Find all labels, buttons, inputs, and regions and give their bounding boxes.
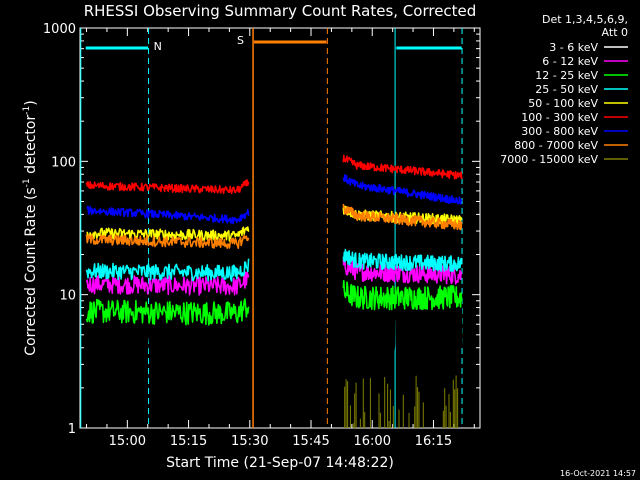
- legend-label: 50 - 100 keV: [528, 97, 598, 110]
- series-line: [342, 154, 463, 180]
- legend-label: 25 - 50 keV: [535, 83, 598, 96]
- series-8: [344, 375, 459, 428]
- series-5: [85, 154, 463, 195]
- series-line: [86, 205, 250, 225]
- series-7: [85, 203, 463, 249]
- x-tick-label: 15:45: [292, 434, 329, 449]
- y-tick-label: 10: [59, 289, 76, 304]
- legend-label: 3 - 6 keV: [549, 41, 598, 54]
- legend-label: 300 - 800 keV: [521, 125, 598, 138]
- series-line: [85, 258, 250, 282]
- y-tick-label: 100: [51, 155, 76, 170]
- legend-header: Det 1,3,4,5,6,9,: [542, 13, 628, 26]
- plot-area: 1 10 100 1000 15:00 15:15 15:30 15:45 16:00 16:15…: [43, 22, 481, 449]
- series-3: [85, 248, 463, 282]
- chart-title: RHESSI Observing Summary Count Rates, Co…: [84, 2, 477, 20]
- series-line: [85, 271, 250, 296]
- legend-header-attenuator: Att 0: [602, 26, 628, 39]
- series-line: [85, 300, 250, 362]
- series-2: [85, 280, 463, 326]
- saa-marker-label: S: [237, 34, 244, 47]
- x-tick-label: 15:00: [109, 434, 146, 449]
- x-tick-label: 16:00: [354, 434, 391, 449]
- series-line: [342, 248, 463, 272]
- series-line: [342, 292, 463, 352]
- series-line: [85, 233, 250, 249]
- series-line: [342, 203, 463, 231]
- x-tick-label: 16:15: [415, 434, 452, 449]
- legend-label: 12 - 25 keV: [535, 69, 598, 82]
- legend-label: 7000 - 15000 keV: [500, 153, 598, 166]
- y-tick-label: 1000: [43, 22, 76, 37]
- x-tick-label: 15:30: [231, 434, 268, 449]
- series-line: [342, 280, 463, 311]
- y-axis-label: Corrected Count Rate (s-1 detector-1): [22, 100, 39, 355]
- footer-timestamp: 16-Oct-2021 14:57: [560, 469, 636, 478]
- series-0: [85, 292, 463, 362]
- series-6: [86, 174, 463, 225]
- night-marker-label: N: [154, 40, 162, 53]
- legend-label: 800 - 7000 keV: [514, 139, 598, 152]
- series-line: [344, 375, 459, 428]
- series-line: [85, 298, 250, 326]
- x-axis-label: Start Time (21-Sep-07 14:48:22): [166, 455, 394, 471]
- series-line: [342, 174, 463, 205]
- legend-label: 6 - 12 keV: [542, 55, 598, 68]
- plot-frame: [79, 27, 481, 429]
- y-tick-label: 1: [68, 422, 76, 437]
- legend-label: 100 - 300 keV: [521, 111, 598, 124]
- x-tick-label: 15:15: [170, 434, 207, 449]
- series-line: [85, 179, 250, 195]
- series-line: [86, 226, 250, 242]
